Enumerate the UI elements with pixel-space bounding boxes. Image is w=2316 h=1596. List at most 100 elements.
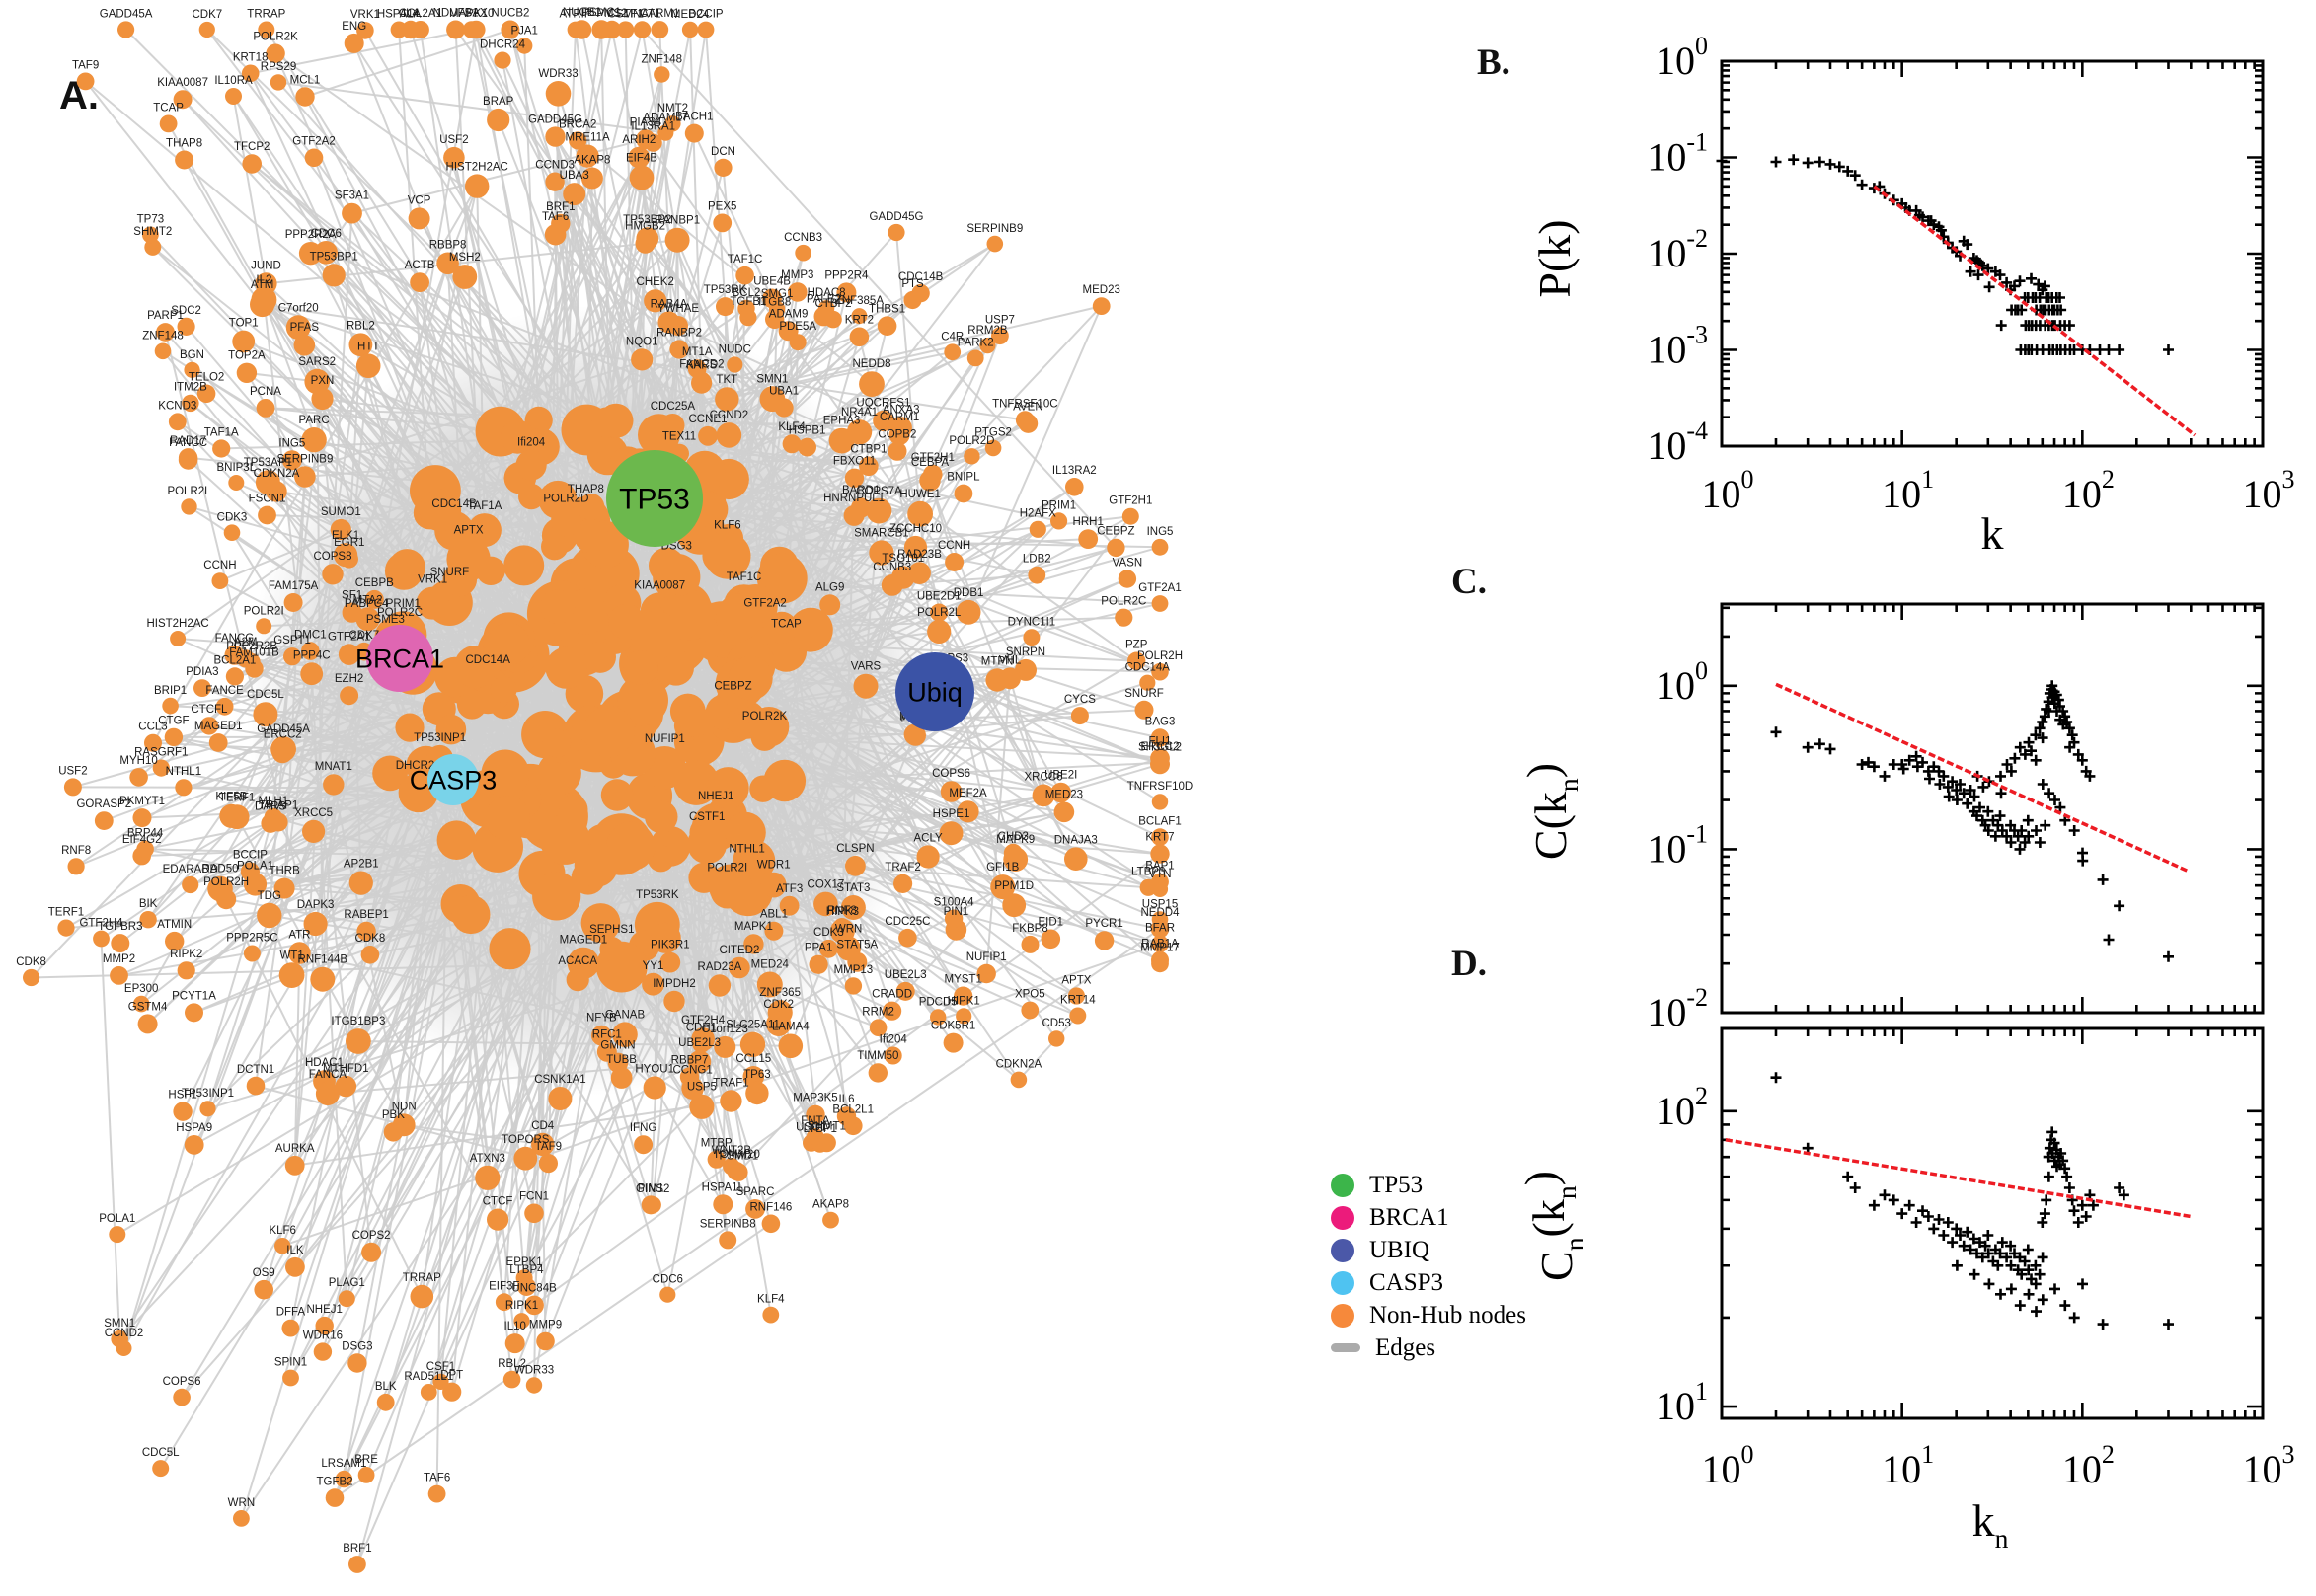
gene-label: CSTF1	[689, 811, 725, 823]
gene-label: CEBPB	[355, 577, 394, 589]
gene-label: CLSPN	[836, 843, 874, 855]
network-node	[346, 1028, 371, 1054]
hub-label: Ubiq	[907, 677, 963, 707]
gene-label: MED23	[1045, 789, 1083, 800]
network-node	[1107, 539, 1124, 557]
network-node	[524, 1204, 544, 1224]
gene-label: RRM2B	[967, 325, 1008, 337]
gene-label: TP73	[137, 214, 165, 226]
gene-label: BACH1	[675, 112, 713, 123]
gene-label: FANCE	[205, 685, 244, 697]
network-node	[494, 52, 510, 69]
y-axis-label: C(kn)	[1517, 763, 1583, 860]
legend-item-label: UBIQ	[1369, 1238, 1429, 1262]
gene-label: POLR2C	[1101, 596, 1146, 608]
hub-label: BRCA1	[355, 644, 444, 673]
network-node	[348, 1556, 366, 1573]
network-node	[1030, 521, 1046, 538]
gene-label: PJA1	[510, 25, 538, 37]
network-node	[584, 642, 616, 673]
x-axis-label: k	[1981, 508, 2004, 559]
network-node	[634, 21, 651, 38]
network-node	[927, 620, 951, 644]
network-node	[261, 814, 279, 833]
gene-label: CTBP1	[850, 444, 887, 456]
gene-label: CDC25C	[885, 916, 930, 928]
network-node	[421, 1384, 437, 1401]
gene-label: CDK7	[192, 9, 222, 21]
network-node	[575, 844, 618, 887]
hub-ubiq: Ubiq	[895, 652, 974, 731]
network-node	[663, 991, 684, 1012]
network-node	[175, 151, 193, 170]
network-node	[285, 1257, 305, 1277]
gene-label: THRB	[269, 866, 300, 877]
network-node	[568, 22, 584, 38]
gene-label: ZNF148	[642, 53, 683, 65]
network-node	[762, 1215, 781, 1234]
network-node	[452, 265, 477, 289]
gene-label: BAG3	[1145, 716, 1176, 727]
network-node	[1115, 609, 1132, 627]
tick-label: 100	[1702, 465, 1754, 516]
network-node	[179, 450, 198, 470]
gene-label: RABEP1	[344, 909, 388, 921]
gene-label: BIK	[139, 898, 158, 910]
network-node	[173, 1102, 192, 1121]
network-node	[295, 87, 314, 106]
network-node	[775, 398, 794, 417]
gene-label: USP5	[687, 1082, 717, 1094]
gene-label: CDK8	[355, 933, 386, 945]
network-node	[893, 874, 912, 893]
network-node	[717, 422, 742, 448]
gene-label: GANAB	[605, 1009, 646, 1021]
gene-label: SUMO1	[321, 506, 361, 518]
network-node	[611, 1067, 633, 1089]
network-node	[1016, 411, 1035, 429]
tick-label: 10-3	[1647, 321, 1708, 372]
gene-label: BGN	[180, 349, 204, 361]
tp53-hub-icon	[1331, 1174, 1354, 1197]
gene-label: CDK2	[763, 999, 794, 1011]
gene-label: WDR33	[538, 68, 578, 80]
network-node	[859, 371, 885, 397]
network-node	[698, 22, 715, 38]
network-node	[817, 1133, 836, 1152]
network-node	[790, 334, 807, 350]
gene-label: ZNF148	[142, 331, 184, 342]
network-node	[1151, 954, 1169, 972]
network-node	[693, 372, 712, 391]
gene-label: GFI1B	[986, 862, 1020, 874]
network-node	[485, 796, 530, 841]
gene-label: UNC84B	[511, 1283, 557, 1295]
gene-label: PPA1	[805, 943, 833, 954]
network-node	[551, 506, 581, 537]
axis-ticks	[1722, 61, 2263, 446]
network-node	[908, 562, 931, 584]
gene-label: LTBP4	[509, 1264, 544, 1276]
gene-label: ATXN3	[470, 1153, 505, 1165]
gene-label: NHEJ1	[698, 791, 733, 802]
gene-label: HIST2H2AC	[446, 162, 508, 174]
network-node	[798, 438, 816, 457]
gene-label: HSPE1	[933, 808, 970, 820]
gene-label: CTGF	[158, 716, 189, 727]
gene-label: NQO1	[626, 336, 658, 347]
gene-label: AKAP8	[574, 155, 610, 167]
legend-item-label: Edges	[1375, 1335, 1435, 1360]
network-node	[591, 408, 622, 438]
gene-label: EDARADD	[163, 864, 218, 875]
gene-label: KLF6	[269, 1225, 296, 1237]
gene-label: POLR2K	[742, 711, 788, 722]
gene-label: PYCR1	[1085, 918, 1122, 930]
gene-label: DCN	[711, 146, 735, 158]
tick-label: 100	[1656, 656, 1708, 708]
network-node	[257, 399, 275, 418]
gene-label: ING5	[278, 437, 305, 449]
gene-label: MED24	[751, 959, 790, 971]
ubiq-hub-icon	[1331, 1239, 1354, 1262]
gene-label: FAM175A	[269, 580, 319, 592]
gene-label: VRK1	[418, 574, 447, 586]
network-node	[542, 729, 571, 758]
